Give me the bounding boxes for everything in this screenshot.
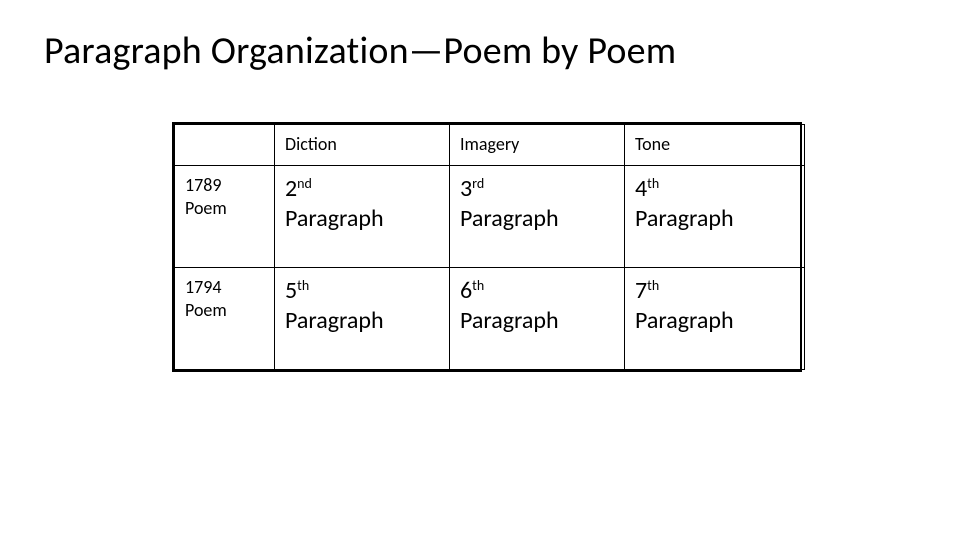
paragraph-label: Paragraph: [460, 204, 614, 233]
ordinal-number: 7: [635, 276, 647, 305]
ordinal-suffix: nd: [297, 175, 312, 192]
organization-table: Diction Imagery Tone 1789 Poem 2nd Parag…: [172, 122, 802, 372]
row-label-1789: 1789 Poem: [175, 166, 275, 268]
table-row: 1794 Poem 5th Paragraph 6th Paragraph: [175, 268, 805, 370]
row-label-line: Poem: [185, 299, 227, 321]
table-row: 1789 Poem 2nd Paragraph 3rd Paragraph: [175, 166, 805, 268]
cell-1789-tone: 4th Paragraph: [625, 166, 805, 268]
ordinal-number: 5: [285, 276, 297, 305]
paragraph-label: Paragraph: [635, 204, 794, 233]
table: Diction Imagery Tone 1789 Poem 2nd Parag…: [174, 124, 805, 370]
ordinal-suffix: th: [472, 277, 484, 294]
paragraph-label: Paragraph: [460, 306, 614, 335]
ordinal-number: 3: [460, 174, 472, 203]
ordinal-suffix: th: [297, 277, 309, 294]
table-header-row: Diction Imagery Tone: [175, 125, 805, 166]
row-label-1794: 1794 Poem: [175, 268, 275, 370]
table-corner: [175, 125, 275, 166]
ordinal-number: 4: [635, 174, 647, 203]
ordinal-number: 2: [285, 174, 297, 203]
cell-1794-diction: 5th Paragraph: [275, 268, 450, 370]
paragraph-label: Paragraph: [635, 306, 794, 335]
ordinal-suffix: th: [647, 277, 659, 294]
cell-1789-imagery: 3rd Paragraph: [450, 166, 625, 268]
row-label-line: 1789: [185, 174, 222, 196]
cell-1794-tone: 7th Paragraph: [625, 268, 805, 370]
col-header-imagery: Imagery: [450, 125, 625, 166]
cell-1789-diction: 2nd Paragraph: [275, 166, 450, 268]
page-title: Paragraph Organization—Poem by Poem: [44, 28, 916, 74]
ordinal-suffix: rd: [472, 175, 484, 192]
slide: Paragraph Organization—Poem by Poem Dict…: [0, 0, 960, 540]
paragraph-label: Paragraph: [285, 204, 439, 233]
ordinal-suffix: th: [647, 175, 659, 192]
ordinal-number: 6: [460, 276, 472, 305]
col-header-diction: Diction: [275, 125, 450, 166]
paragraph-label: Paragraph: [285, 306, 439, 335]
cell-1794-imagery: 6th Paragraph: [450, 268, 625, 370]
row-label-line: Poem: [185, 197, 227, 219]
row-label-line: 1794: [185, 276, 222, 298]
col-header-tone: Tone: [625, 125, 805, 166]
